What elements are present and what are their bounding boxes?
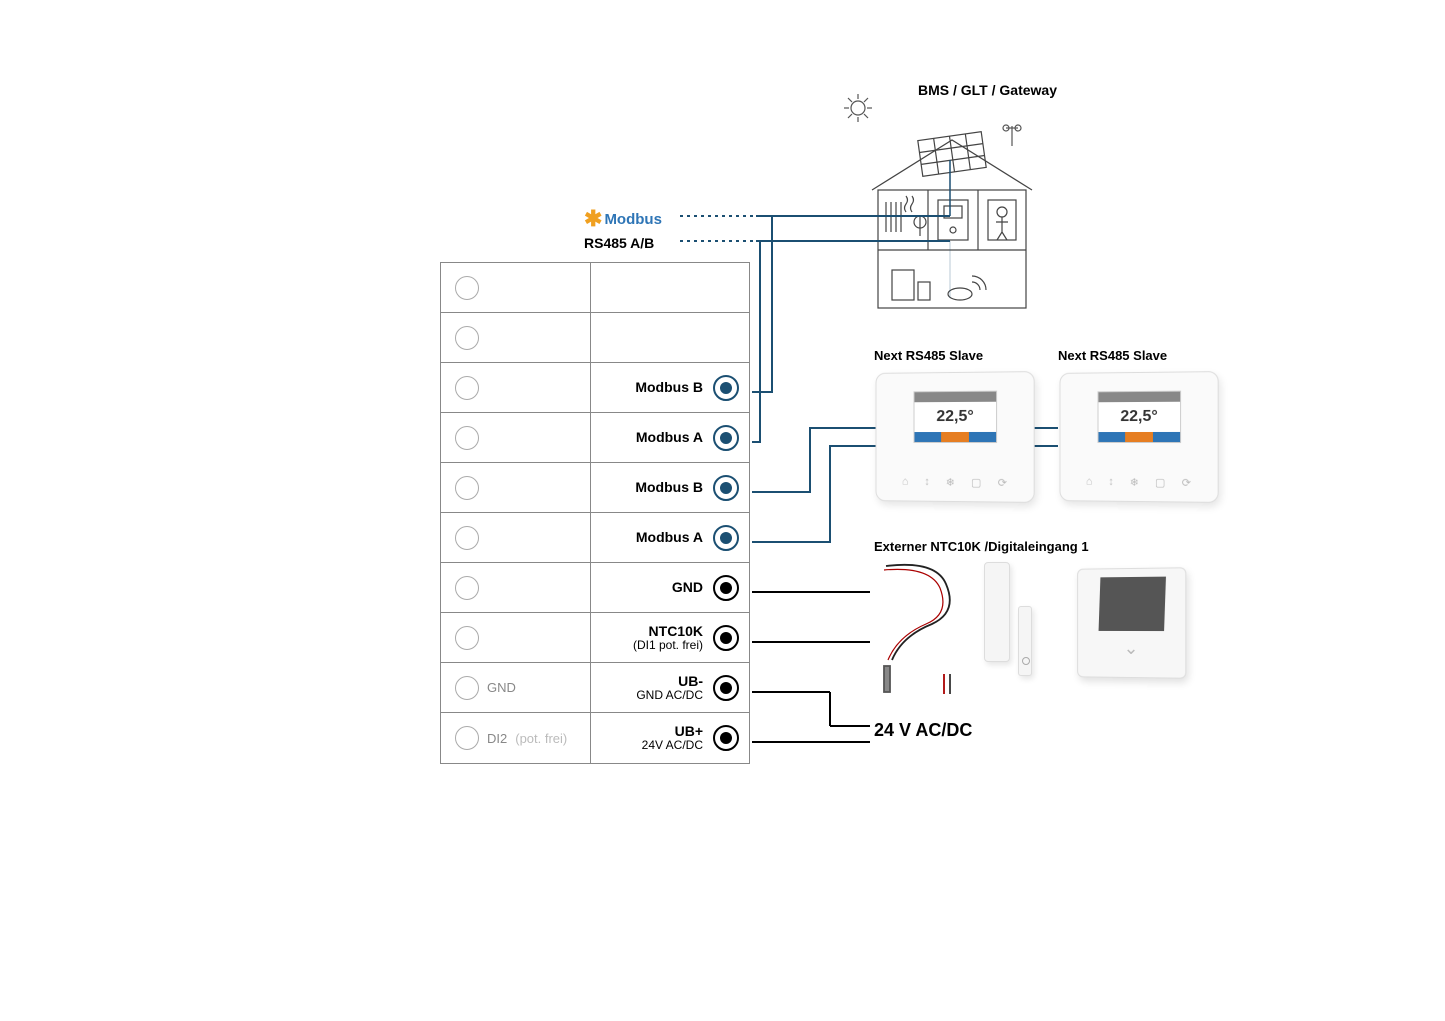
terminal-empty-circle-icon [455,376,479,400]
terminal-left-cell [441,563,591,612]
terminal-right-cell: UB-GND AC/DC [591,663,749,712]
thermostat-temp: 22,5° [914,402,996,432]
chevron-down-icon: ⌄ [1078,638,1185,660]
thermostat-temp: 22,5° [1098,402,1180,432]
terminal-row: Modbus B [441,363,749,413]
terminal-empty-circle-icon [455,726,479,750]
terminal-left-cell: DI2 (pot. frei) [441,713,591,763]
terminal-block: Modbus B Modbus A Modbus B Modbus A GND NTC10… [440,262,750,764]
terminal-connector-icon [713,475,739,501]
terminal-right-cell: UB+24V AC/DC [591,713,749,763]
terminal-right-cell: Modbus B [591,363,749,412]
terminal-label: Modbus B [635,479,703,495]
terminal-row: Modbus A [441,513,749,563]
terminal-label: UB+ [642,723,703,739]
terminal-label: Modbus A [636,529,703,545]
terminal-empty-circle-icon [455,626,479,650]
terminal-label: UB- [636,673,703,689]
keycard-holder-icon: ⌄ [1077,567,1186,678]
terminal-connector-icon [713,525,739,551]
terminal-left-cell [441,463,591,512]
terminal-empty-circle-icon [455,326,479,350]
terminal-row: GND [441,563,749,613]
terminal-label: Modbus A [636,429,703,445]
terminal-row: Modbus B [441,463,749,513]
terminal-empty-circle-icon [455,526,479,550]
terminal-right-cell: Modbus A [591,513,749,562]
terminal-right-cell: GND [591,563,749,612]
terminal-row: GND UB-GND AC/DC [441,663,749,713]
modbus-logo: ✱ Modbus [584,206,662,232]
thermostat-slave-1: 22,5° ⌂↕❄▢⟳ [876,371,1035,503]
slave-label-1: Next RS485 Slave [874,348,983,363]
terminal-label: GND [672,579,703,595]
terminal-left-cell [441,613,591,662]
terminal-sublabel: 24V AC/DC [642,739,703,753]
terminal-right-cell [591,263,749,312]
terminal-left-cell [441,513,591,562]
terminal-right-cell: Modbus A [591,413,749,462]
terminal-empty-circle-icon [455,676,479,700]
power-label: 24 V AC/DC [874,720,972,741]
thermostat-buttons: ⌂↕❄▢⟳ [876,475,1033,489]
terminal-empty-circle-icon [455,476,479,500]
terminal-connector-icon [713,425,739,451]
terminal-right-cell [591,313,749,362]
modbus-logo-text: Modbus [604,211,662,228]
terminal-row [441,313,749,363]
terminal-left-cell: GND [441,663,591,712]
terminal-left-cell [441,413,591,462]
terminal-empty-circle-icon [455,426,479,450]
thermostat-slave-2: 22,5° ⌂↕❄▢⟳ [1060,371,1219,503]
terminal-left-label: DI2 [487,731,507,746]
terminal-sublabel: GND AC/DC [636,689,703,703]
bms-title: BMS / GLT / Gateway [918,82,1057,98]
slave-label-2: Next RS485 Slave [1058,348,1167,363]
terminal-left-label: GND [487,680,516,695]
gear-icon: ✱ [584,206,602,232]
terminal-right-cell: Modbus B [591,463,749,512]
terminal-row [441,263,749,313]
contact-sensor-icon [984,562,1032,667]
terminal-empty-circle-icon [455,276,479,300]
terminal-left-cell [441,313,591,362]
terminal-right-cell: NTC10K(DI1 pot. frei) [591,613,749,662]
terminal-row: NTC10K(DI1 pot. frei) [441,613,749,663]
external-label: Externer NTC10K /Digitaleingang 1 [874,539,1089,554]
terminal-label: NTC10K [633,623,703,639]
terminal-left-cell [441,363,591,412]
terminal-connector-icon [713,375,739,401]
thermostat-screen: 22,5° [1098,391,1182,443]
terminal-connector-icon [713,625,739,651]
terminal-empty-circle-icon [455,576,479,600]
terminal-label: Modbus B [635,379,703,395]
thermostat-buttons: ⌂↕❄▢⟳ [1060,475,1217,489]
terminal-left-sublabel: (pot. frei) [515,731,567,746]
thermostat-screen: 22,5° [914,391,998,443]
terminal-connector-icon [713,725,739,751]
terminal-row: DI2 (pot. frei)UB+24V AC/DC [441,713,749,763]
terminal-sublabel: (DI1 pot. frei) [633,639,703,653]
terminal-connector-icon [713,675,739,701]
rs485-label: RS485 A/B [584,235,654,251]
terminal-connector-icon [713,575,739,601]
diagram-root: ✱ Modbus RS485 A/B BMS / GLT / Gateway N… [0,0,1445,1021]
terminal-left-cell [441,263,591,312]
terminal-row: Modbus A [441,413,749,463]
